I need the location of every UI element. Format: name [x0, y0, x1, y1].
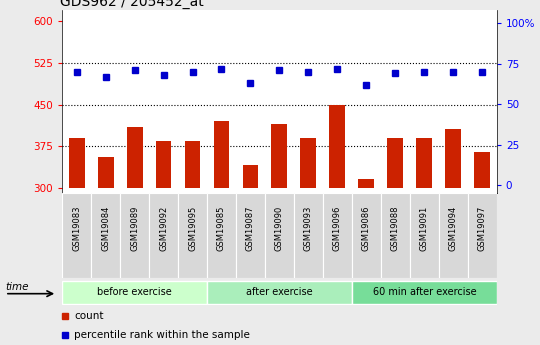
Bar	[69, 138, 85, 188]
Text: GSM19097: GSM19097	[478, 206, 487, 251]
Bar	[120, 193, 149, 278]
Text: GSM19092: GSM19092	[159, 206, 168, 251]
Text: GSM19086: GSM19086	[362, 206, 371, 252]
Text: time: time	[5, 282, 29, 292]
Bar	[98, 157, 113, 188]
Bar	[126, 127, 143, 188]
Bar	[352, 281, 497, 304]
Bar	[236, 193, 265, 278]
Text: GSM19088: GSM19088	[391, 206, 400, 252]
Bar	[265, 193, 294, 278]
Text: GDS962 / 205452_at: GDS962 / 205452_at	[60, 0, 204, 9]
Bar	[352, 193, 381, 278]
Text: GSM19091: GSM19091	[420, 206, 429, 251]
Text: 60 min after exercise: 60 min after exercise	[373, 287, 476, 297]
Bar	[474, 152, 490, 188]
Bar	[416, 138, 433, 188]
Bar	[62, 281, 207, 304]
Bar	[439, 193, 468, 278]
Bar	[387, 138, 403, 188]
Bar	[62, 193, 91, 278]
Text: count: count	[75, 311, 104, 321]
Text: GSM19089: GSM19089	[130, 206, 139, 251]
Text: GSM19090: GSM19090	[275, 206, 284, 251]
Bar	[185, 140, 200, 188]
Bar	[300, 138, 316, 188]
Bar	[156, 140, 172, 188]
Text: after exercise: after exercise	[246, 287, 313, 297]
Bar	[468, 193, 497, 278]
Bar	[91, 193, 120, 278]
Bar	[272, 124, 287, 188]
Text: GSM19083: GSM19083	[72, 206, 81, 252]
Bar	[323, 193, 352, 278]
Bar	[359, 179, 374, 188]
Text: GSM19084: GSM19084	[101, 206, 110, 251]
Text: percentile rank within the sample: percentile rank within the sample	[75, 330, 250, 339]
Text: GSM19087: GSM19087	[246, 206, 255, 252]
Bar	[242, 166, 259, 188]
Text: GSM19096: GSM19096	[333, 206, 342, 251]
Bar	[178, 193, 207, 278]
Text: before exercise: before exercise	[97, 287, 172, 297]
Bar	[207, 193, 236, 278]
Bar	[329, 105, 346, 188]
Bar	[213, 121, 230, 188]
Text: GSM19095: GSM19095	[188, 206, 197, 251]
Text: GSM19094: GSM19094	[449, 206, 458, 251]
Bar	[294, 193, 323, 278]
Bar	[410, 193, 439, 278]
Text: GSM19093: GSM19093	[304, 206, 313, 251]
Bar	[381, 193, 410, 278]
Bar	[149, 193, 178, 278]
Bar	[207, 281, 352, 304]
Text: GSM19085: GSM19085	[217, 206, 226, 251]
Bar	[446, 129, 461, 188]
